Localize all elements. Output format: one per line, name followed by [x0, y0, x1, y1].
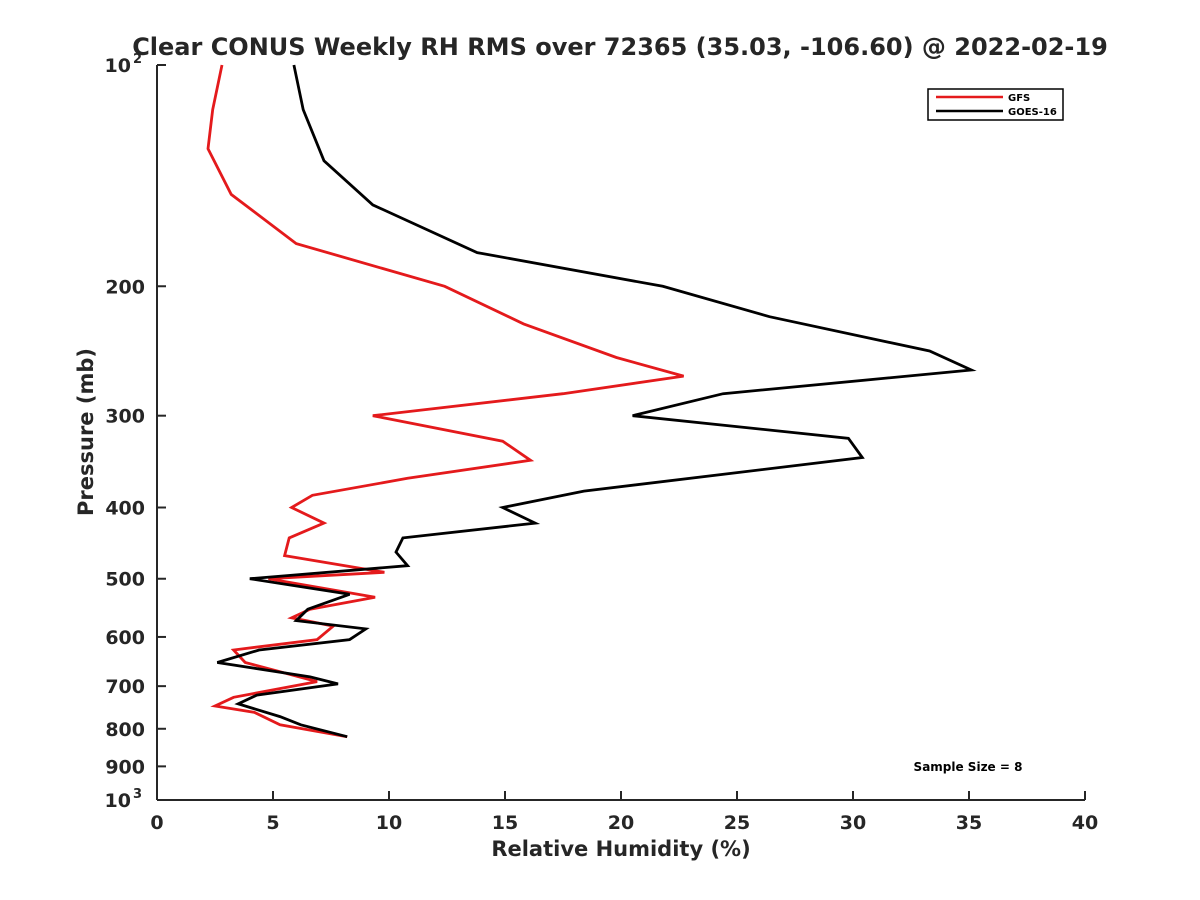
- x-tick-label: 20: [608, 812, 634, 834]
- y-tick-label: 700: [105, 676, 145, 698]
- x-axis-ticks: 0 5 10 15 20 25 30 35 40: [150, 791, 1098, 834]
- x-tick-label: 35: [956, 812, 982, 834]
- y-tick-label: 800: [105, 719, 145, 741]
- x-axis-label: Relative Humidity (%): [491, 837, 750, 861]
- y-tick-label: 900: [105, 756, 145, 778]
- chart-title: Clear CONUS Weekly RH RMS over 72365 (35…: [132, 33, 1108, 61]
- x-tick-label: 30: [840, 812, 866, 834]
- y-tick-label: 400: [105, 498, 145, 520]
- legend-box: [927, 88, 1064, 121]
- legend: GFS GOES-16: [927, 88, 1064, 121]
- x-tick-label: 0: [150, 812, 163, 834]
- y-axis-label: Pressure (mb): [74, 348, 98, 516]
- x-tick-label: 5: [266, 812, 279, 834]
- y-tick-label: 300: [105, 406, 145, 428]
- legend-label-gfs: GFS: [1008, 93, 1030, 104]
- y-tick-label: 10: [105, 55, 131, 77]
- y-tick-label: 10: [105, 790, 131, 812]
- y-tick-label: 600: [105, 627, 145, 649]
- x-tick-label: 15: [492, 812, 518, 834]
- sample-size-annotation: Sample Size = 8: [914, 760, 1023, 774]
- plot-area: [206, 64, 977, 739]
- y-tick-exponent: 2: [133, 52, 142, 67]
- x-tick-label: 25: [724, 812, 750, 834]
- legend-label-goes16: GOES-16: [1008, 107, 1057, 118]
- y-tick-label: 500: [105, 569, 145, 591]
- x-tick-label: 40: [1072, 812, 1098, 834]
- series-line-goes16: [216, 64, 977, 739]
- x-tick-label: 10: [376, 812, 402, 834]
- y-tick-exponent: 3: [133, 787, 142, 802]
- y-tick-label: 200: [105, 276, 145, 298]
